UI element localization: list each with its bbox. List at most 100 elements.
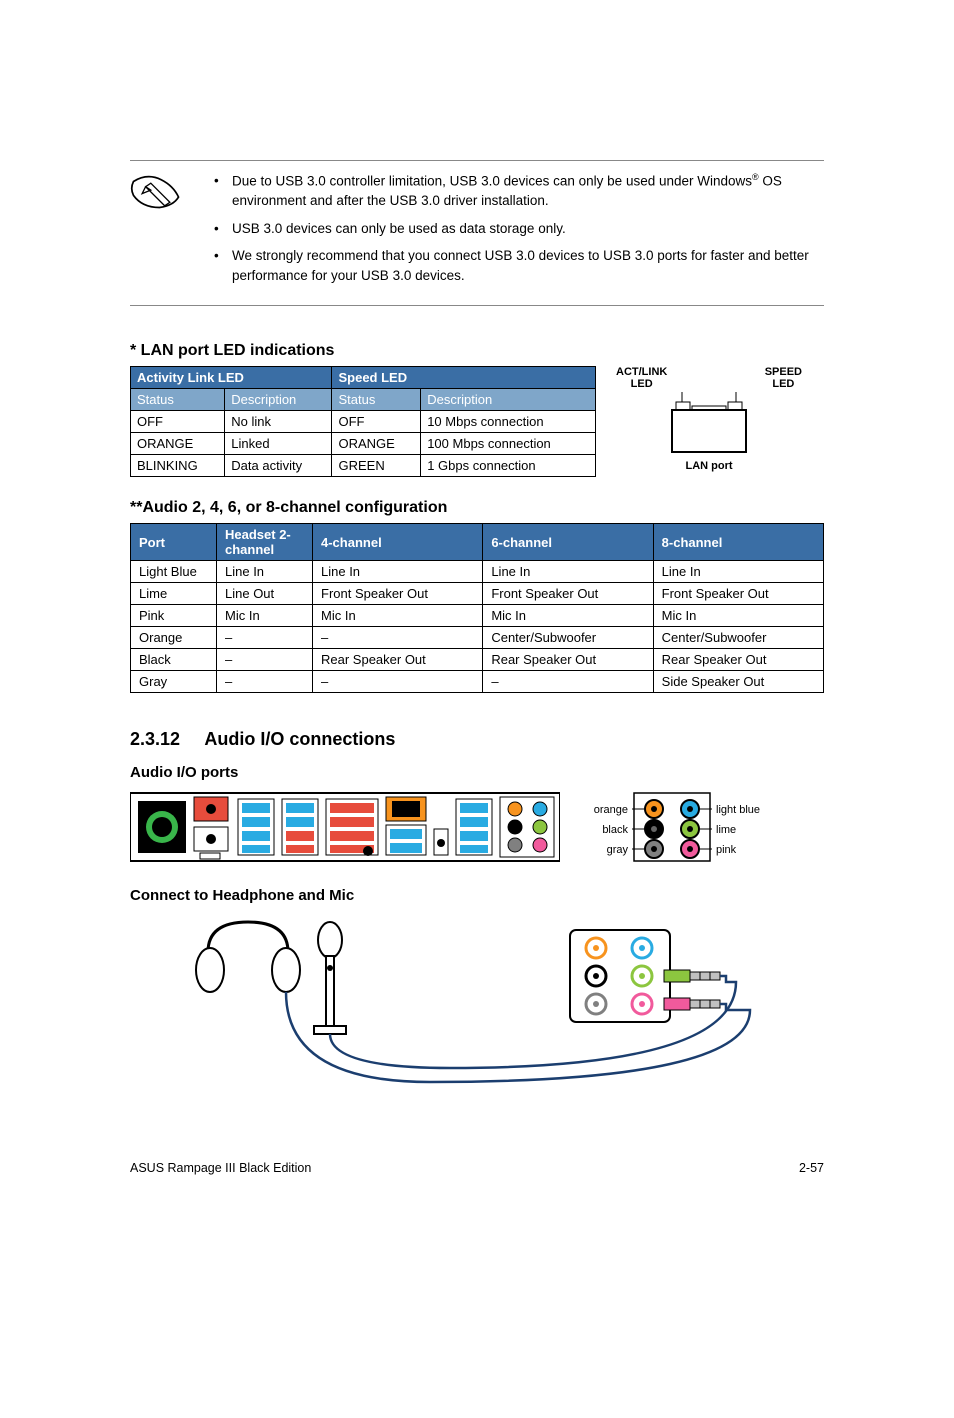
lan-port-icon bbox=[666, 392, 752, 456]
cell: – bbox=[217, 649, 313, 671]
lan-header-activity: Activity Link LED bbox=[131, 367, 332, 389]
subsection-headphone: Connect to Headphone and Mic bbox=[130, 887, 824, 904]
note-item: USB 3.0 devices can only be used as data… bbox=[210, 219, 824, 239]
table-row: Black–Rear Speaker OutRear Speaker OutRe… bbox=[131, 649, 824, 671]
lan-subheader: Status bbox=[131, 389, 225, 411]
cell: GREEN bbox=[332, 455, 421, 477]
col-header: Headset 2-channel bbox=[217, 524, 313, 561]
table-row: OFFNo linkOFF10 Mbps connection bbox=[131, 411, 596, 433]
pencil-note-icon bbox=[130, 171, 182, 216]
note-text-pre: Due to USB 3.0 controller limitation, US… bbox=[232, 174, 752, 189]
table-row: Orange––Center/SubwooferCenter/Subwoofer bbox=[131, 627, 824, 649]
label: LED bbox=[772, 378, 794, 390]
cell: Lime bbox=[131, 583, 217, 605]
note-list: Due to USB 3.0 controller limitation, US… bbox=[210, 171, 824, 293]
cell: Pink bbox=[131, 605, 217, 627]
label-lightblue: light blue bbox=[716, 804, 760, 816]
label-pink: pink bbox=[716, 844, 737, 856]
cell: Front Speaker Out bbox=[313, 583, 483, 605]
table-row: ORANGELinkedORANGE100 Mbps connection bbox=[131, 433, 596, 455]
cell: – bbox=[313, 671, 483, 693]
cell: – bbox=[313, 627, 483, 649]
cell: – bbox=[483, 671, 653, 693]
cell: Data activity bbox=[225, 455, 332, 477]
cell: Line In bbox=[217, 561, 313, 583]
io-panel-diagram: orange black gray light blue lime pink bbox=[130, 789, 824, 865]
cell: Rear Speaker Out bbox=[653, 649, 823, 671]
cell: Line In bbox=[313, 561, 483, 583]
section-heading: 2.3.12 Audio I/O connections bbox=[130, 729, 824, 750]
table-row: LimeLine OutFront Speaker OutFront Speak… bbox=[131, 583, 824, 605]
plug-pink-icon bbox=[664, 998, 720, 1010]
audio-jack-legend-icon: orange black gray light blue lime pink bbox=[574, 789, 814, 865]
lan-led-table: Activity Link LED Speed LED Status Descr… bbox=[130, 366, 596, 477]
cell: Line In bbox=[653, 561, 823, 583]
col-header: 6-channel bbox=[483, 524, 653, 561]
cell: Mic In bbox=[217, 605, 313, 627]
label: SPEED bbox=[765, 366, 802, 378]
lan-subheader: Status bbox=[332, 389, 421, 411]
label-orange: orange bbox=[594, 804, 628, 816]
cell: Rear Speaker Out bbox=[313, 649, 483, 671]
subsection-io-ports: Audio I/O ports bbox=[130, 764, 824, 781]
col-header: 4-channel bbox=[313, 524, 483, 561]
cell: Center/Subwoofer bbox=[483, 627, 653, 649]
note-text-pre: We strongly recommend that you connect U… bbox=[232, 248, 809, 283]
cell: Front Speaker Out bbox=[653, 583, 823, 605]
col-header: Port bbox=[131, 524, 217, 561]
cell: ORANGE bbox=[332, 433, 421, 455]
cell: Mic In bbox=[313, 605, 483, 627]
audio-config-table: Port Headset 2-channel 4-channel 6-chann… bbox=[130, 523, 824, 693]
note-text-pre: USB 3.0 devices can only be used as data… bbox=[232, 221, 566, 236]
lan-section-title: * LAN port LED indications bbox=[130, 342, 824, 360]
cell: Light Blue bbox=[131, 561, 217, 583]
cell: OFF bbox=[332, 411, 421, 433]
cell: Mic In bbox=[483, 605, 653, 627]
audio-config-title: **Audio 2, 4, 6, or 8-channel configurat… bbox=[130, 499, 824, 517]
cell: 100 Mbps connection bbox=[421, 433, 596, 455]
cell: Mic In bbox=[653, 605, 823, 627]
reg-mark: ® bbox=[752, 172, 759, 182]
cell: Rear Speaker Out bbox=[483, 649, 653, 671]
cell: Front Speaker Out bbox=[483, 583, 653, 605]
headphone-mic-diagram bbox=[130, 912, 824, 1112]
footer-right: 2-57 bbox=[799, 1161, 824, 1175]
cell: 1 Gbps connection bbox=[421, 455, 596, 477]
table-row: Gray–––Side Speaker Out bbox=[131, 671, 824, 693]
plug-lime-icon bbox=[664, 970, 720, 982]
cell: OFF bbox=[131, 411, 225, 433]
cell: Black bbox=[131, 649, 217, 671]
note-item: Due to USB 3.0 controller limitation, US… bbox=[210, 171, 824, 211]
table-row: PinkMic InMic InMic InMic In bbox=[131, 605, 824, 627]
note-item: We strongly recommend that you connect U… bbox=[210, 246, 824, 285]
lan-port-diagram: ACT/LINKLED SPEEDLED LAN port bbox=[614, 366, 804, 472]
cell: Line Out bbox=[217, 583, 313, 605]
label: LED bbox=[631, 378, 653, 390]
label: ACT/LINK bbox=[616, 366, 667, 378]
note-block: Due to USB 3.0 controller limitation, US… bbox=[130, 160, 824, 306]
cell: Side Speaker Out bbox=[653, 671, 823, 693]
page-footer: ASUS Rampage III Black Edition 2-57 bbox=[130, 1161, 824, 1175]
cell: – bbox=[217, 671, 313, 693]
label-gray: gray bbox=[607, 844, 629, 856]
lan-subheader: Description bbox=[225, 389, 332, 411]
lan-header-speed: Speed LED bbox=[332, 367, 596, 389]
table-row: Light BlueLine InLine InLine InLine In bbox=[131, 561, 824, 583]
cell: Gray bbox=[131, 671, 217, 693]
cell: – bbox=[217, 627, 313, 649]
col-header: 8-channel bbox=[653, 524, 823, 561]
lan-port-caption: LAN port bbox=[614, 460, 804, 472]
label-lime: lime bbox=[716, 824, 736, 836]
label-black: black bbox=[602, 824, 628, 836]
footer-left: ASUS Rampage III Black Edition bbox=[130, 1161, 311, 1175]
cell: 10 Mbps connection bbox=[421, 411, 596, 433]
cell: Center/Subwoofer bbox=[653, 627, 823, 649]
lan-subheader: Description bbox=[421, 389, 596, 411]
cell: Orange bbox=[131, 627, 217, 649]
table-row: BLINKINGData activityGREEN1 Gbps connect… bbox=[131, 455, 596, 477]
cell: ORANGE bbox=[131, 433, 225, 455]
cell: BLINKING bbox=[131, 455, 225, 477]
lan-row: Activity Link LED Speed LED Status Descr… bbox=[130, 366, 824, 477]
section-number: 2.3.12 bbox=[130, 729, 200, 750]
section-title-text: Audio I/O connections bbox=[204, 729, 395, 749]
